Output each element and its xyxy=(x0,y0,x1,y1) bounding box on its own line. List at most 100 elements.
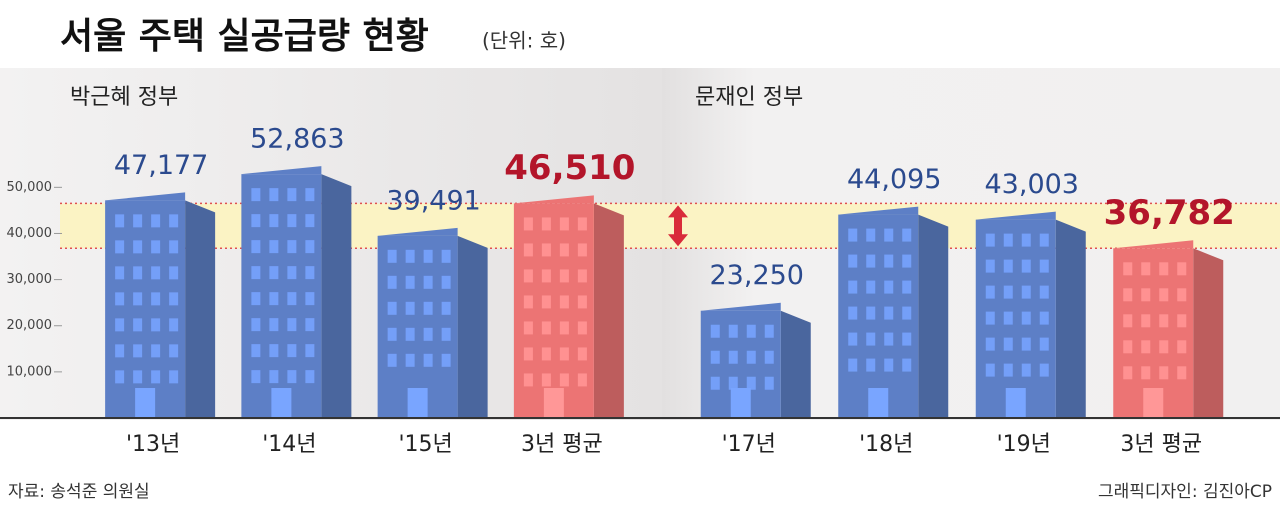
window xyxy=(151,292,161,306)
window xyxy=(577,295,587,309)
window xyxy=(169,370,179,384)
window xyxy=(577,373,587,387)
window xyxy=(577,347,587,361)
window xyxy=(1039,311,1049,325)
window xyxy=(710,324,720,338)
window xyxy=(1039,285,1049,299)
window xyxy=(1039,363,1049,377)
window xyxy=(541,243,551,257)
window xyxy=(559,243,569,257)
window xyxy=(866,332,876,346)
window xyxy=(151,266,161,280)
window xyxy=(523,269,533,283)
window xyxy=(523,295,533,309)
window xyxy=(133,266,143,280)
window xyxy=(133,344,143,358)
window xyxy=(559,295,569,309)
window xyxy=(1039,337,1049,351)
window xyxy=(559,373,569,387)
window xyxy=(1177,340,1187,354)
bar xyxy=(105,200,186,418)
window xyxy=(1123,314,1133,328)
window xyxy=(848,332,858,346)
window xyxy=(269,344,279,358)
window xyxy=(985,233,995,247)
window xyxy=(559,347,569,361)
window xyxy=(305,292,315,306)
bar-side xyxy=(457,235,488,418)
window xyxy=(710,376,720,390)
door xyxy=(730,388,751,418)
window xyxy=(1177,288,1187,302)
window xyxy=(764,350,774,364)
bar-roof xyxy=(377,227,458,236)
bar xyxy=(377,235,458,418)
window xyxy=(1123,288,1133,302)
x-tick-label: 3년 평균 xyxy=(521,432,603,457)
window xyxy=(523,373,533,387)
bar-side xyxy=(1055,219,1086,418)
window xyxy=(269,370,279,384)
window xyxy=(1177,262,1187,276)
window xyxy=(559,217,569,231)
unit: (단위: 호) xyxy=(482,29,566,53)
window xyxy=(1003,259,1013,273)
bar-side xyxy=(185,200,216,418)
source: 자료: 송석준 의원실 xyxy=(8,482,150,502)
window xyxy=(848,306,858,320)
window xyxy=(1159,288,1169,302)
window xyxy=(269,188,279,202)
window xyxy=(848,280,858,294)
window xyxy=(1003,337,1013,351)
window xyxy=(866,228,876,242)
window xyxy=(251,370,261,384)
door xyxy=(407,388,428,418)
window xyxy=(115,344,125,358)
window xyxy=(287,240,297,254)
window xyxy=(169,240,179,254)
window xyxy=(764,324,774,338)
window xyxy=(423,353,433,367)
window xyxy=(1021,337,1031,351)
window xyxy=(577,269,587,283)
bar-roof xyxy=(1113,240,1194,249)
window xyxy=(169,292,179,306)
credit: 그래픽디자인: 김진아CP xyxy=(1098,482,1272,502)
window xyxy=(151,318,161,332)
window xyxy=(151,214,161,228)
window xyxy=(115,240,125,254)
window xyxy=(728,324,738,338)
window xyxy=(1141,314,1151,328)
window xyxy=(746,324,756,338)
value-label: 46,510 xyxy=(504,148,635,188)
window xyxy=(866,254,876,268)
window xyxy=(387,353,397,367)
window xyxy=(902,306,912,320)
door xyxy=(271,388,292,418)
window xyxy=(305,214,315,228)
bar-roof xyxy=(513,195,594,204)
y-tick-label: 50,000 xyxy=(7,180,53,195)
x-tick-label: '14년 xyxy=(262,432,316,457)
window xyxy=(115,318,125,332)
bar-roof xyxy=(105,192,186,201)
bar-side xyxy=(593,203,624,418)
window xyxy=(1021,285,1031,299)
window xyxy=(251,214,261,228)
window xyxy=(1141,366,1151,380)
window xyxy=(169,214,179,228)
bar-roof xyxy=(838,206,919,215)
bar-roof xyxy=(700,302,781,311)
window xyxy=(251,266,261,280)
window xyxy=(985,311,995,325)
bar-roof xyxy=(241,166,322,175)
window xyxy=(541,295,551,309)
window xyxy=(133,240,143,254)
window xyxy=(1159,262,1169,276)
window xyxy=(884,358,894,372)
window xyxy=(559,269,569,283)
window xyxy=(848,228,858,242)
window xyxy=(1003,233,1013,247)
window xyxy=(1159,366,1169,380)
window xyxy=(115,214,125,228)
